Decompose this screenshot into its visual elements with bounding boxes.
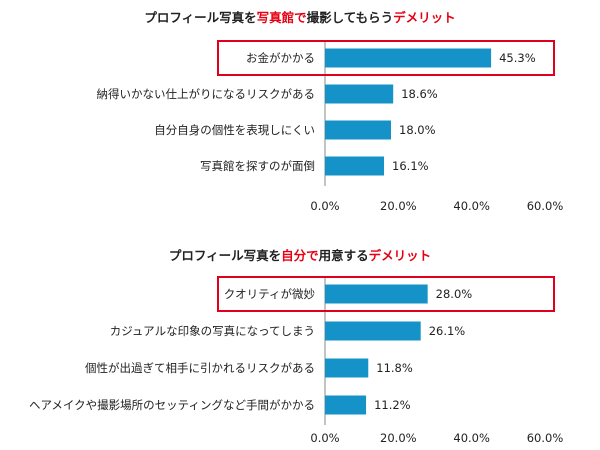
chart1-x-tick-2: 20.0% [380, 199, 417, 213]
chart2-title-part2: 自分で [281, 248, 319, 263]
chart2-highlight-box [217, 276, 555, 312]
chart2-bar-2 [325, 321, 421, 341]
chart2-bar-4 [325, 395, 367, 415]
chart1-value-label-1: 45.3% [499, 51, 536, 65]
chart1-category-label-2: 納得いかない仕上がりになるリスクがある [97, 87, 316, 101]
chart1-bar-3 [325, 120, 391, 140]
chart1-x-tick-4: 60.0% [527, 199, 564, 213]
chart1-category-label-1: お金がかかる [246, 51, 315, 65]
chart1-title-part3: 撮影してもらう [306, 10, 394, 25]
chart1-title: プロフィール写真を写真館で撮影してもらうデメリット [0, 7, 600, 26]
chart2-bar-1 [325, 284, 428, 304]
chart1-highlight-box [217, 40, 555, 76]
chart2-value-label-3: 11.8% [376, 361, 413, 375]
chart2-title-part4: デメリット [368, 248, 432, 263]
chart1-x-tick-3: 40.0% [453, 199, 490, 213]
chart2-x-tick-4: 60.0% [527, 431, 564, 445]
chart1-value-label-2: 18.6% [401, 87, 438, 101]
chart2-x-tick-1: 0.0% [310, 431, 339, 445]
chart2-value-label-4: 11.2% [374, 398, 411, 412]
chart2-value-label-1: 28.0% [436, 287, 473, 301]
chart1-value-label-4: 16.1% [392, 159, 429, 173]
chart2-x-tick-2: 20.0% [380, 431, 417, 445]
chart2-title-part1: プロフィール写真を [168, 248, 282, 263]
chart1-bar-4 [325, 156, 385, 176]
chart2-category-label-3: 個性が出過ぎて相手に引かれるリスクがある [85, 361, 315, 375]
chart1-title-part2: 写真館で [256, 10, 307, 25]
chart1-value-label-3: 18.0% [399, 123, 436, 137]
chart2-category-label-4: ヘアメイクや撮影場所のセッティングなど手間がかかる [29, 398, 315, 412]
chart2-title: プロフィール写真を自分で用意するデメリット [0, 245, 600, 264]
chart1-title-part4: デメリット [393, 10, 456, 25]
chart2-category-label-2: カジュアルな印象の写真になってしまう [110, 324, 315, 338]
chart1-title-part1: プロフィール写真を [144, 10, 257, 25]
chart1-x-tick-1: 0.0% [310, 199, 339, 213]
chart1-bar-2 [325, 84, 394, 104]
chart1-category-label-3: 自分自身の個性を表現しにくい [154, 123, 315, 137]
chart1-category-label-4: 写真館を探すのが面倒 [200, 159, 315, 173]
chart1-bar-1 [325, 48, 492, 68]
chart2-category-label-1: クオリティが微妙 [224, 287, 315, 301]
chart2-title-part3: 用意する [318, 248, 369, 263]
chart2-bar-3 [325, 358, 369, 378]
chart2-value-label-2: 26.1% [429, 324, 466, 338]
chart2-x-tick-3: 40.0% [453, 431, 490, 445]
